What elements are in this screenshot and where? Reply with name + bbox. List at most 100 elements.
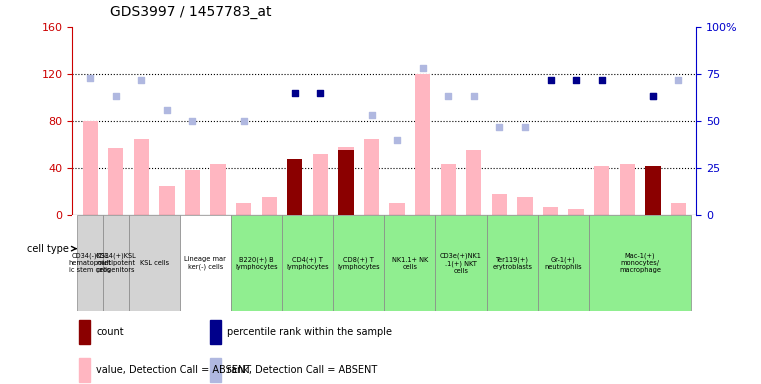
Text: GSM686641: GSM686641 bbox=[214, 215, 222, 261]
Point bbox=[416, 65, 428, 71]
Bar bbox=[492, 194, 507, 215]
Text: GSM686657: GSM686657 bbox=[622, 215, 632, 262]
Bar bbox=[619, 164, 635, 215]
Point bbox=[647, 93, 659, 99]
Text: KSL cells: KSL cells bbox=[139, 260, 169, 266]
Point bbox=[135, 76, 148, 83]
Text: GSM686646: GSM686646 bbox=[342, 215, 351, 262]
Point bbox=[186, 118, 199, 124]
Bar bbox=[180, 215, 231, 311]
Point bbox=[570, 76, 582, 83]
Text: GSM686648: GSM686648 bbox=[393, 215, 402, 261]
Text: cell type: cell type bbox=[27, 243, 68, 254]
Text: Ter119(+)
erytroblasts: Ter119(+) erytroblasts bbox=[492, 256, 532, 270]
Point bbox=[468, 93, 480, 99]
Point bbox=[288, 90, 301, 96]
Bar bbox=[129, 215, 180, 311]
Text: GSM686636: GSM686636 bbox=[86, 215, 94, 262]
Bar bbox=[209, 358, 221, 382]
Bar bbox=[159, 185, 174, 215]
Point bbox=[314, 90, 326, 96]
Bar bbox=[333, 215, 384, 311]
Bar bbox=[282, 215, 333, 311]
Text: GSM686651: GSM686651 bbox=[470, 215, 479, 261]
Bar bbox=[231, 215, 282, 311]
Bar bbox=[287, 159, 302, 215]
Text: GSM686653: GSM686653 bbox=[521, 215, 530, 262]
Text: NK1.1+ NK
cells: NK1.1+ NK cells bbox=[392, 257, 428, 270]
Text: GSM686640: GSM686640 bbox=[188, 215, 197, 262]
Bar bbox=[287, 159, 302, 215]
Text: GSM686644: GSM686644 bbox=[290, 215, 299, 262]
Point bbox=[365, 112, 377, 118]
Text: CD34(+)KSL
multipotent
progenitors: CD34(+)KSL multipotent progenitors bbox=[95, 253, 136, 273]
Text: GSM686659: GSM686659 bbox=[674, 215, 683, 262]
Bar bbox=[103, 215, 129, 311]
Point bbox=[596, 76, 608, 83]
Bar bbox=[538, 215, 589, 311]
Point bbox=[110, 93, 122, 99]
Text: GDS3997 / 1457783_at: GDS3997 / 1457783_at bbox=[110, 5, 272, 19]
Bar bbox=[543, 207, 559, 215]
Text: value, Detection Call = ABSENT: value, Detection Call = ABSENT bbox=[96, 365, 251, 375]
Bar bbox=[486, 215, 538, 311]
Text: GSM686655: GSM686655 bbox=[572, 215, 581, 262]
Bar bbox=[645, 207, 661, 215]
Text: GSM686656: GSM686656 bbox=[597, 215, 607, 262]
Text: CD8(+) T
lymphocytes: CD8(+) T lymphocytes bbox=[337, 256, 380, 270]
Text: B220(+) B
lymphocytes: B220(+) B lymphocytes bbox=[235, 256, 278, 270]
Bar bbox=[466, 151, 482, 215]
Bar bbox=[236, 203, 251, 215]
Point bbox=[544, 76, 556, 83]
Bar bbox=[78, 215, 103, 311]
Bar bbox=[441, 164, 456, 215]
Point bbox=[237, 118, 250, 124]
Text: GSM686647: GSM686647 bbox=[367, 215, 376, 262]
Bar bbox=[364, 139, 379, 215]
Bar bbox=[134, 139, 149, 215]
Text: CD4(+) T
lymphocytes: CD4(+) T lymphocytes bbox=[286, 256, 329, 270]
Point bbox=[442, 93, 454, 99]
Text: GSM686638: GSM686638 bbox=[137, 215, 146, 261]
Bar bbox=[594, 166, 610, 215]
Point bbox=[647, 93, 659, 99]
Point bbox=[519, 124, 531, 130]
Point bbox=[493, 124, 505, 130]
Bar bbox=[210, 164, 226, 215]
Text: GSM686658: GSM686658 bbox=[648, 215, 658, 261]
Bar bbox=[313, 154, 328, 215]
Text: percentile rank within the sample: percentile rank within the sample bbox=[227, 327, 392, 337]
Point bbox=[672, 76, 684, 83]
Text: GSM686637: GSM686637 bbox=[111, 215, 120, 262]
Bar bbox=[568, 209, 584, 215]
Bar bbox=[185, 170, 200, 215]
Text: Gr-1(+)
neutrophils: Gr-1(+) neutrophils bbox=[545, 256, 582, 270]
Bar bbox=[645, 166, 661, 215]
Bar bbox=[339, 151, 354, 215]
Bar bbox=[108, 148, 123, 215]
Bar bbox=[517, 197, 533, 215]
Bar bbox=[589, 215, 691, 311]
Text: CD3e(+)NK1
.1(+) NKT
cells: CD3e(+)NK1 .1(+) NKT cells bbox=[440, 253, 482, 273]
Text: Mac-1(+)
monocytes/
macrophage: Mac-1(+) monocytes/ macrophage bbox=[619, 253, 661, 273]
Text: GSM686652: GSM686652 bbox=[495, 215, 504, 261]
Bar bbox=[415, 74, 430, 215]
Text: count: count bbox=[96, 327, 123, 337]
Point bbox=[84, 74, 97, 81]
Bar bbox=[262, 197, 277, 215]
Text: GSM686642: GSM686642 bbox=[239, 215, 248, 261]
Bar bbox=[670, 203, 686, 215]
Text: GSM686645: GSM686645 bbox=[316, 215, 325, 262]
Point bbox=[391, 137, 403, 143]
Text: GSM686650: GSM686650 bbox=[444, 215, 453, 262]
Bar bbox=[435, 215, 486, 311]
Bar bbox=[78, 320, 90, 344]
Bar bbox=[78, 358, 90, 382]
Text: Lineage mar
ker(-) cells: Lineage mar ker(-) cells bbox=[184, 256, 226, 270]
Text: rank, Detection Call = ABSENT: rank, Detection Call = ABSENT bbox=[227, 365, 377, 375]
Text: GSM686639: GSM686639 bbox=[162, 215, 171, 262]
Point bbox=[161, 107, 173, 113]
Bar bbox=[339, 147, 354, 215]
Text: GSM686654: GSM686654 bbox=[546, 215, 555, 262]
Bar bbox=[209, 320, 221, 344]
